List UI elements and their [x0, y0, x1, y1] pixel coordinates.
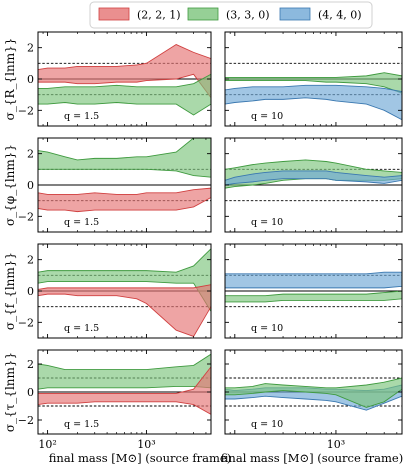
x-tick-label: 10³ — [327, 438, 345, 451]
y-axis-label-row-3: σ_{f_{lnm}} — [3, 252, 17, 330]
plot-area — [225, 62, 402, 121]
legend-label-3: (4, 4, 0) — [318, 9, 362, 22]
y-tick-label: 0 — [27, 285, 34, 298]
x-axis-label-left: final mass [M⊙] (source frame) — [49, 451, 231, 465]
plot-area — [38, 353, 211, 415]
y-axis-label-row-2: σ_{φ_{lnm}} — [3, 144, 17, 226]
band-221 — [38, 366, 211, 415]
legend-swatch-1 — [98, 7, 130, 21]
plot-area — [225, 271, 402, 308]
y-tick-label: 2 — [27, 254, 34, 267]
plot-area — [38, 138, 211, 213]
band-221 — [38, 187, 211, 213]
legend-entry-1: (2, 2, 1) — [98, 7, 181, 22]
legend-entry-3: (4, 4, 0) — [279, 7, 362, 22]
band-330 — [38, 248, 211, 313]
q-annotation: q = 1.5 — [64, 217, 99, 228]
q-annotation: q = 1.5 — [64, 111, 99, 122]
y-tick-label: −2 — [18, 414, 34, 427]
y-tick-label: 2 — [27, 358, 34, 371]
q-annotation: q = 10 — [251, 323, 283, 334]
panel-r4-c2: 10³ q = 10 — [224, 349, 403, 451]
y-tick-label: 2 — [27, 42, 34, 55]
x-axis-label-right: final mass [M⊙] (source frame) — [221, 451, 403, 465]
band-330 — [225, 377, 402, 408]
legend-swatch-2 — [187, 7, 219, 21]
legend-label-2: (3, 3, 0) — [226, 9, 270, 22]
band-330 — [38, 353, 211, 390]
y-tick-label: −2 — [18, 210, 34, 223]
band-330 — [225, 72, 402, 94]
band-440 — [225, 84, 402, 121]
y-tick-label: −2 — [18, 316, 34, 329]
y-tick-label: 2 — [27, 148, 34, 161]
y-axis-label-row-4: σ_{τ_{lnm}} — [3, 352, 17, 432]
legend-label-1: (2, 2, 1) — [137, 9, 181, 22]
legend-entry-2: (3, 3, 0) — [187, 7, 270, 22]
x-tick-label: 10² — [38, 438, 56, 451]
y-tick-label: 0 — [27, 179, 34, 192]
band-440 — [225, 271, 402, 289]
band-440 — [225, 170, 402, 186]
legend: (2, 2, 1) (3, 3, 0) (4, 4, 0) — [89, 1, 373, 29]
plot-area — [38, 44, 211, 116]
band-221 — [38, 284, 211, 337]
panel-r3-c2: q = 10 — [224, 243, 403, 339]
panel-r4-c1: −2 0 2 10² 10³ q = 1.5 — [18, 349, 212, 451]
q-annotation: q = 10 — [251, 217, 283, 228]
panel-r2-c2: q = 10 — [224, 137, 403, 233]
panel-r3-c1: −2 0 2 q = 1.5 — [18, 243, 212, 339]
x-axis-label-right-text: final mass [M⊙] (source frame) — [221, 451, 403, 465]
y-tick-label: −2 — [18, 104, 34, 117]
plot-area — [225, 159, 402, 202]
y-tick-label: 0 — [27, 386, 34, 399]
panel-r1-c1: −2 0 2 q = 1.5 — [18, 31, 212, 127]
q-annotation: q = 10 — [251, 419, 283, 430]
panel-r1-c2: q = 10 — [224, 31, 403, 127]
panel-r2-c1: −2 0 2 q = 1.5 — [18, 137, 212, 233]
plot-area — [38, 248, 211, 337]
q-annotation: q = 10 — [251, 111, 283, 122]
q-annotation: q = 1.5 — [64, 419, 99, 430]
x-tick-label: 10³ — [137, 438, 155, 451]
x-axis-label-left-text: final mass [M⊙] (source frame) — [49, 451, 231, 465]
plot-area — [225, 377, 402, 411]
band-330 — [38, 73, 211, 116]
y-axis-label-row-1: σ_{R_{lnm}} — [3, 38, 17, 121]
band-330 — [225, 290, 402, 303]
band-330 — [38, 138, 211, 178]
band-221 — [38, 44, 211, 99]
y-tick-label: 0 — [27, 73, 34, 86]
legend-swatch-3 — [279, 7, 311, 21]
q-annotation: q = 1.5 — [64, 323, 99, 334]
